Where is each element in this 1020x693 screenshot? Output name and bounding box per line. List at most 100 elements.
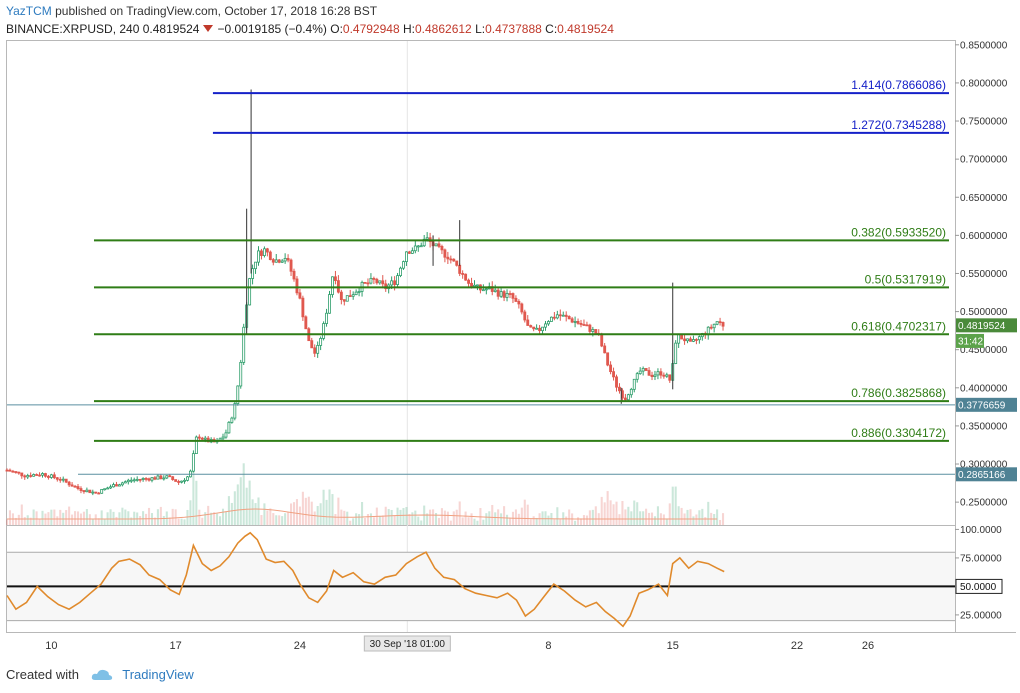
- high-value: 0.4862612: [414, 22, 472, 36]
- volume-bar: [553, 519, 556, 525]
- candle-body: [203, 437, 207, 440]
- rsi-tick-label: 100.0000: [960, 525, 1002, 536]
- candle-body: [686, 338, 689, 342]
- candle-body: [594, 329, 598, 334]
- volume-bar: [432, 509, 435, 525]
- volume-bar: [609, 500, 612, 525]
- candle-body: [662, 374, 666, 377]
- candle-body: [659, 371, 663, 376]
- price-marker: 0.3776659: [956, 397, 1017, 412]
- volume-bar: [500, 513, 503, 525]
- volume-bar: [174, 509, 177, 525]
- volume-bar: [198, 509, 201, 525]
- volume-bar: [290, 503, 293, 525]
- candle-body: [265, 248, 269, 253]
- price-marker: 31:42: [956, 333, 984, 348]
- candle-body: [493, 289, 497, 292]
- volume-bar: [301, 491, 304, 525]
- candle-body: [535, 327, 539, 330]
- candle-body: [268, 251, 272, 260]
- cursor-time-box: [363, 635, 451, 652]
- candle-body: [97, 492, 101, 495]
- fib-level-label: 0.5(0.5317919): [865, 272, 946, 286]
- volume-bar: [38, 519, 41, 525]
- volume-bar: [420, 520, 423, 525]
- volume-bar: [298, 506, 301, 525]
- time-tick-label: 15: [667, 640, 679, 652]
- candle-body: [271, 259, 275, 263]
- candle-body: [656, 371, 660, 376]
- volume-bar: [14, 517, 17, 525]
- candle-body: [443, 249, 447, 258]
- volume-bar: [346, 511, 349, 525]
- price-tick-label: 0.7000000: [960, 155, 1008, 166]
- candle-body: [449, 258, 453, 261]
- volume-bar: [476, 520, 479, 525]
- candle-body: [470, 282, 473, 287]
- candle-body: [591, 329, 595, 332]
- candle-body: [396, 275, 399, 285]
- candle-body: [721, 322, 725, 327]
- candle-body: [552, 316, 556, 319]
- candle-body: [517, 301, 521, 305]
- close-value: 0.4819524: [557, 22, 614, 36]
- candle-body: [174, 479, 178, 482]
- candle-body: [532, 326, 536, 330]
- price-change: −0.0019185 (−0.4%): [217, 22, 327, 36]
- candle-body: [502, 291, 506, 298]
- candle-body: [52, 474, 56, 479]
- candle-body: [514, 297, 518, 302]
- candle-body: [20, 472, 24, 477]
- candle-body: [254, 261, 257, 270]
- volume-bar: [139, 516, 142, 525]
- down-arrow-icon: [203, 25, 214, 32]
- candle-body: [549, 316, 553, 322]
- tradingview-brand[interactable]: TradingView: [122, 667, 194, 682]
- volume-bar: [245, 487, 248, 525]
- candle-body: [452, 258, 456, 262]
- candle-body: [322, 323, 326, 339]
- candle-body: [399, 267, 402, 277]
- volume-bar: [405, 507, 408, 525]
- candle-body: [280, 260, 284, 263]
- volume-bar: [313, 511, 316, 525]
- volume-bar: [82, 511, 85, 525]
- volume-bar: [94, 514, 97, 525]
- candle-body: [653, 374, 657, 378]
- candle-body: [626, 394, 630, 401]
- price-marker-label: 0.4819524: [958, 321, 1006, 332]
- volume-bar: [704, 517, 707, 525]
- candle-body: [694, 339, 698, 341]
- candle-body: [242, 326, 246, 363]
- volume-bar: [639, 511, 642, 525]
- author-link[interactable]: YazTCM: [6, 4, 52, 18]
- volume-bar: [591, 509, 594, 525]
- volume-bar: [32, 509, 35, 525]
- price-markers: 0.4819524 31:42 0.3776659 0.2865166: [956, 318, 1017, 482]
- volume-bar: [642, 511, 645, 525]
- volume-bar: [76, 511, 80, 525]
- candle-body: [508, 293, 512, 295]
- volume-bar: [630, 511, 633, 525]
- volume-bar: [721, 513, 725, 525]
- candle-body: [413, 245, 417, 252]
- volume-bar: [414, 510, 417, 525]
- candle-body: [405, 251, 408, 263]
- candle-body: [115, 484, 118, 487]
- candle-body: [103, 488, 107, 491]
- candle-body: [120, 482, 124, 486]
- candle-body: [295, 278, 299, 294]
- volume-bar: [612, 504, 615, 525]
- volume-bar: [284, 513, 287, 525]
- volume-bar: [35, 511, 38, 525]
- volume-bar: [579, 518, 583, 525]
- volume-bar: [121, 507, 124, 525]
- volume-bar: [216, 513, 219, 525]
- fib-level-label: 0.786(0.3825868): [851, 386, 946, 400]
- volume-bar: [535, 517, 538, 525]
- volume-bar: [171, 508, 174, 525]
- volume-bar: [544, 511, 547, 525]
- candle-body: [159, 475, 163, 480]
- volume-bar: [180, 518, 183, 525]
